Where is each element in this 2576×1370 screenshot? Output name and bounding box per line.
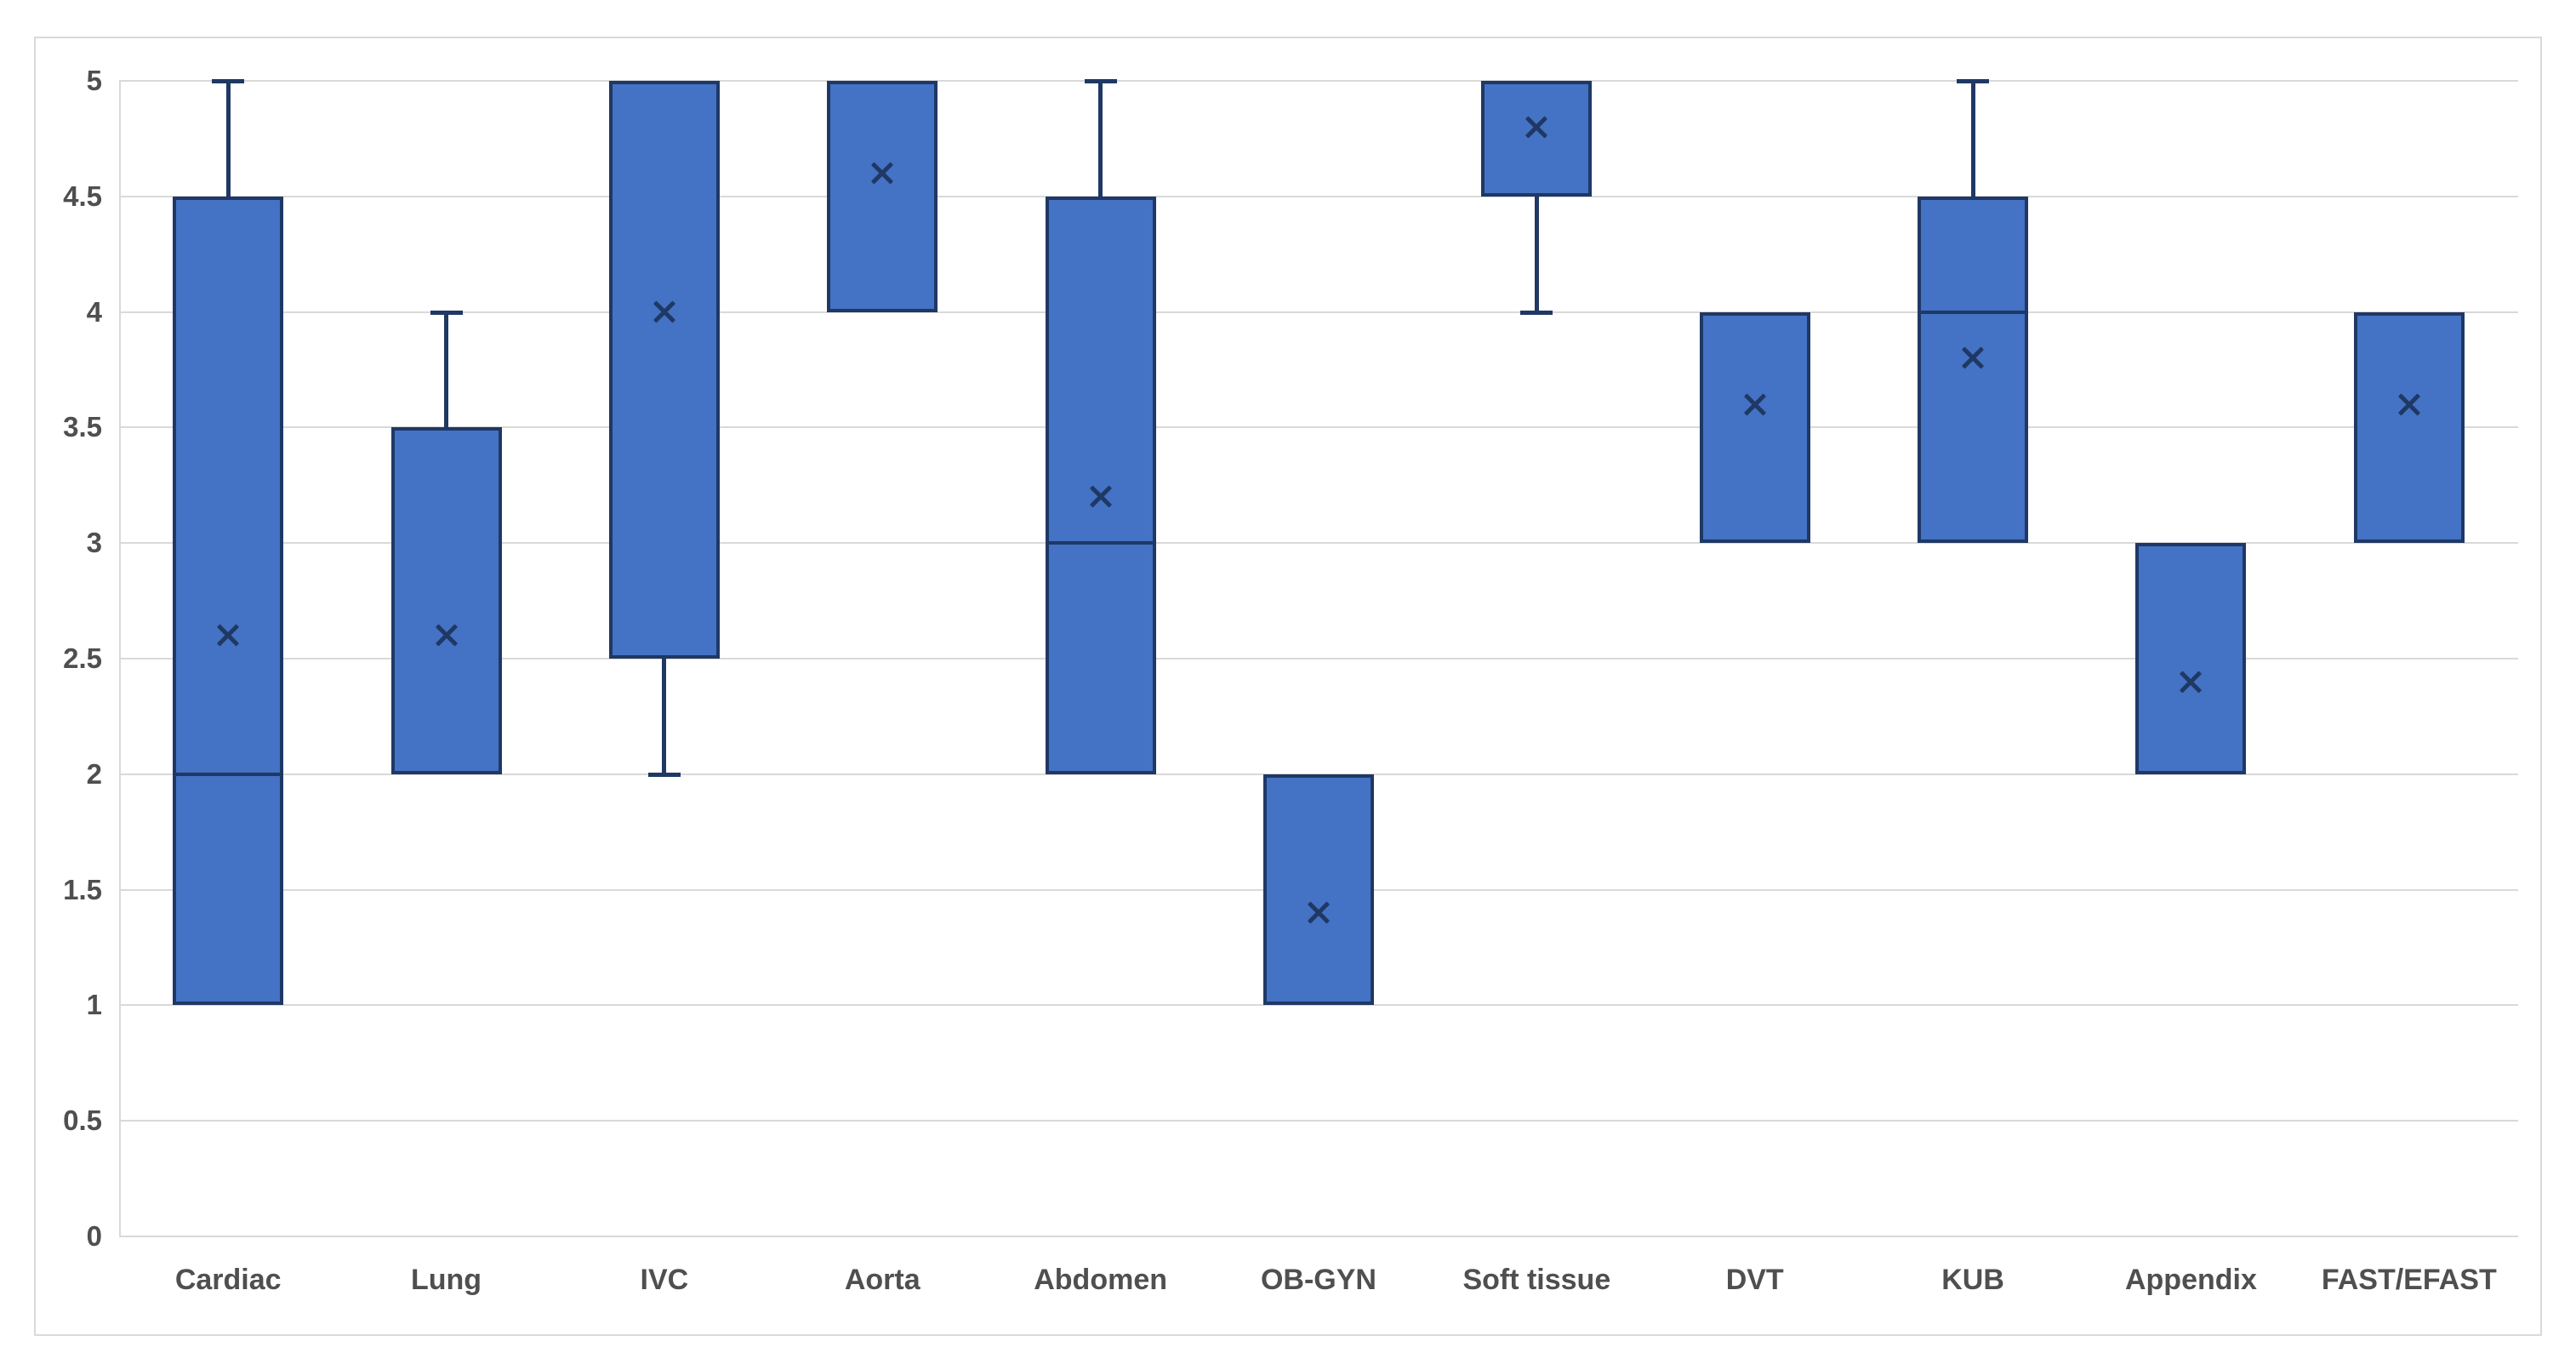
lower-whisker [1534, 196, 1539, 312]
gridline [119, 195, 2518, 197]
box [2353, 311, 2465, 544]
median-line [176, 772, 281, 776]
upper-whisker [444, 311, 449, 428]
gridline [119, 1120, 2518, 1122]
gridline [119, 1236, 2518, 1237]
gridline [119, 426, 2518, 429]
lower-whisker-cap [647, 772, 681, 777]
upper-whisker-cap [1957, 79, 1990, 83]
gridline [119, 658, 2518, 659]
x-axis-category-label: Abdomen [1034, 1264, 1168, 1296]
upper-whisker [1970, 81, 1975, 197]
upper-whisker-cap [212, 79, 245, 83]
y-axis-tick-label: 0 [86, 1220, 102, 1252]
x-axis-category-label: Lung [411, 1264, 482, 1296]
lower-whisker [662, 659, 667, 774]
x-axis-category-label: KUB [1941, 1264, 2004, 1296]
y-axis-tick-label: 1 [86, 989, 102, 1021]
y-axis-tick-label: 2.5 [63, 642, 102, 674]
y-axis-tick-label: 3.5 [63, 411, 102, 443]
y-axis-tick-label: 0.5 [63, 1105, 102, 1137]
y-axis-tick-label: 1.5 [63, 873, 102, 905]
x-axis-category-label: DVT [1725, 1264, 1784, 1296]
gridline [119, 311, 2518, 313]
x-axis-category-label: IVC [640, 1264, 689, 1296]
lower-whisker-cap [1520, 310, 1553, 315]
x-axis-category-label: FAST/EFAST [2321, 1264, 2497, 1296]
mean-marker [2177, 668, 2204, 695]
y-axis-tick-label: 3 [86, 527, 102, 559]
gridline [119, 1004, 2518, 1007]
gridline [119, 542, 2518, 545]
mean-marker [651, 299, 678, 326]
median-line [1921, 310, 2026, 314]
mean-marker [1087, 483, 1114, 511]
box [2135, 543, 2247, 774]
y-axis-tick-label: 2 [86, 757, 102, 790]
upper-whisker-cap [430, 310, 463, 315]
y-axis-tick-label: 4 [86, 295, 102, 328]
mean-marker [2396, 391, 2423, 418]
y-axis-line [119, 81, 121, 1236]
y-axis-tick-label: 5 [86, 65, 102, 96]
mean-marker [1741, 391, 1769, 418]
mean-marker [1959, 345, 1986, 372]
mean-marker [214, 622, 242, 649]
upper-whisker [1098, 81, 1103, 197]
x-axis-category-label: Cardiac [174, 1264, 282, 1296]
box [390, 427, 502, 774]
x-axis-category-label: Appendix [2124, 1264, 2257, 1296]
mean-marker [433, 622, 460, 649]
box [608, 81, 720, 659]
x-axis-category-label: Aorta [844, 1264, 920, 1296]
box [1699, 311, 1810, 544]
upper-whisker-cap [1084, 79, 1117, 83]
upper-whisker [225, 81, 231, 197]
gridline [119, 80, 2518, 82]
box [173, 196, 284, 1006]
mean-marker [1523, 113, 1550, 140]
x-axis-category-label: Soft tissue [1462, 1264, 1611, 1296]
y-axis-tick-label: 4.5 [63, 180, 102, 212]
box [827, 81, 938, 312]
mean-marker [1305, 899, 1332, 927]
median-line [1048, 541, 1153, 545]
box [1263, 773, 1374, 1006]
x-axis-category-label: OB-GYN [1260, 1264, 1376, 1296]
mean-marker [869, 160, 896, 187]
